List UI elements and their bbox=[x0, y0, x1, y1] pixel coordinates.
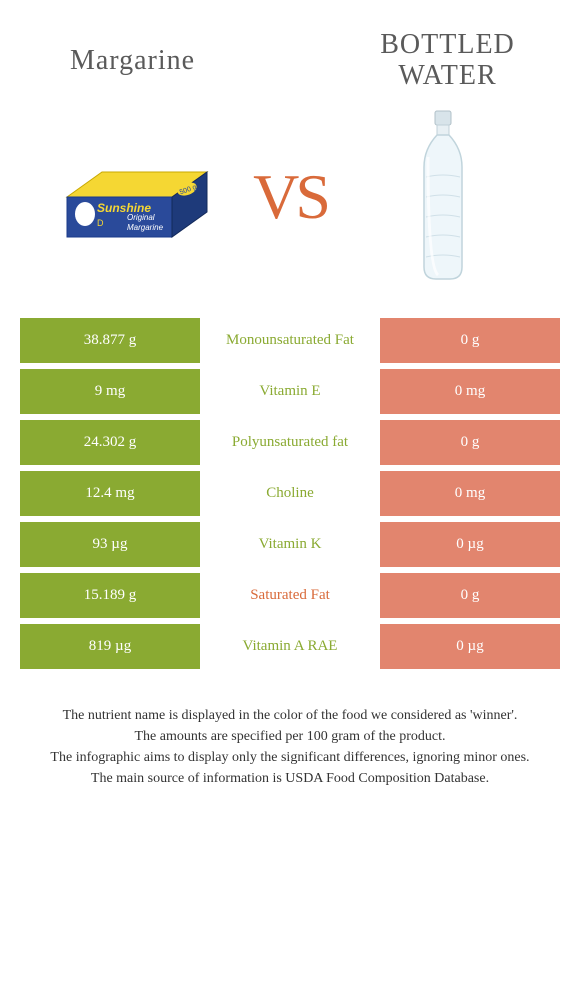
header-row: Margarine BOTTLED WATER bbox=[0, 0, 580, 102]
table-row: 93 µgVitamin K0 µg bbox=[20, 522, 560, 567]
bottle-icon bbox=[408, 107, 478, 287]
svg-text:Margarine: Margarine bbox=[127, 223, 164, 232]
table-row: 15.189 gSaturated Fat0 g bbox=[20, 573, 560, 618]
right-food-title: BOTTLED WATER bbox=[335, 30, 560, 92]
right-value-cell: 0 µg bbox=[380, 522, 560, 567]
footer-line-1: The nutrient name is displayed in the co… bbox=[20, 705, 560, 726]
nutrient-name-cell: Vitamin A RAE bbox=[200, 624, 380, 669]
right-value-cell: 0 g bbox=[380, 573, 560, 618]
svg-text:Original: Original bbox=[127, 213, 155, 222]
nutrient-name-cell: Polyunsaturated fat bbox=[200, 420, 380, 465]
table-row: 819 µgVitamin A RAE0 µg bbox=[20, 624, 560, 669]
table-row: 9 mgVitamin E0 mg bbox=[20, 369, 560, 414]
right-value-cell: 0 g bbox=[380, 318, 560, 363]
left-value-cell: 93 µg bbox=[20, 522, 200, 567]
bottle-image bbox=[337, 107, 550, 287]
nutrient-name-cell: Choline bbox=[200, 471, 380, 516]
right-value-cell: 0 µg bbox=[380, 624, 560, 669]
left-value-cell: 38.877 g bbox=[20, 318, 200, 363]
margarine-icon: Sunshine D Original Margarine 500 g bbox=[57, 142, 217, 252]
nutrient-name-cell: Vitamin K bbox=[200, 522, 380, 567]
footer-notes: The nutrient name is displayed in the co… bbox=[0, 675, 580, 789]
right-value-cell: 0 mg bbox=[380, 471, 560, 516]
left-value-cell: 819 µg bbox=[20, 624, 200, 669]
images-row: Sunshine D Original Margarine 500 g VS bbox=[0, 102, 580, 312]
left-value-cell: 12.4 mg bbox=[20, 471, 200, 516]
footer-line-4: The main source of information is USDA F… bbox=[20, 768, 560, 789]
nutrient-table: 38.877 gMonounsaturated Fat0 g9 mgVitami… bbox=[20, 312, 560, 675]
nutrient-name-cell: Vitamin E bbox=[200, 369, 380, 414]
left-food-title: Margarine bbox=[20, 45, 245, 77]
footer-line-2: The amounts are specified per 100 gram o… bbox=[20, 726, 560, 747]
nutrient-name-cell: Monounsaturated Fat bbox=[200, 318, 380, 363]
table-row: 12.4 mgCholine0 mg bbox=[20, 471, 560, 516]
left-value-cell: 9 mg bbox=[20, 369, 200, 414]
vs-label: VS bbox=[243, 160, 337, 234]
table-row: 38.877 gMonounsaturated Fat0 g bbox=[20, 318, 560, 363]
table-row: 24.302 gPolyunsaturated fat0 g bbox=[20, 420, 560, 465]
footer-line-3: The infographic aims to display only the… bbox=[20, 747, 560, 768]
left-value-cell: 24.302 g bbox=[20, 420, 200, 465]
right-title-line1: BOTTLED bbox=[380, 29, 515, 60]
margarine-image: Sunshine D Original Margarine 500 g bbox=[30, 142, 243, 252]
right-value-cell: 0 g bbox=[380, 420, 560, 465]
svg-text:D: D bbox=[97, 218, 104, 228]
right-title-line2: WATER bbox=[398, 60, 496, 91]
right-value-cell: 0 mg bbox=[380, 369, 560, 414]
nutrient-name-cell: Saturated Fat bbox=[200, 573, 380, 618]
left-value-cell: 15.189 g bbox=[20, 573, 200, 618]
